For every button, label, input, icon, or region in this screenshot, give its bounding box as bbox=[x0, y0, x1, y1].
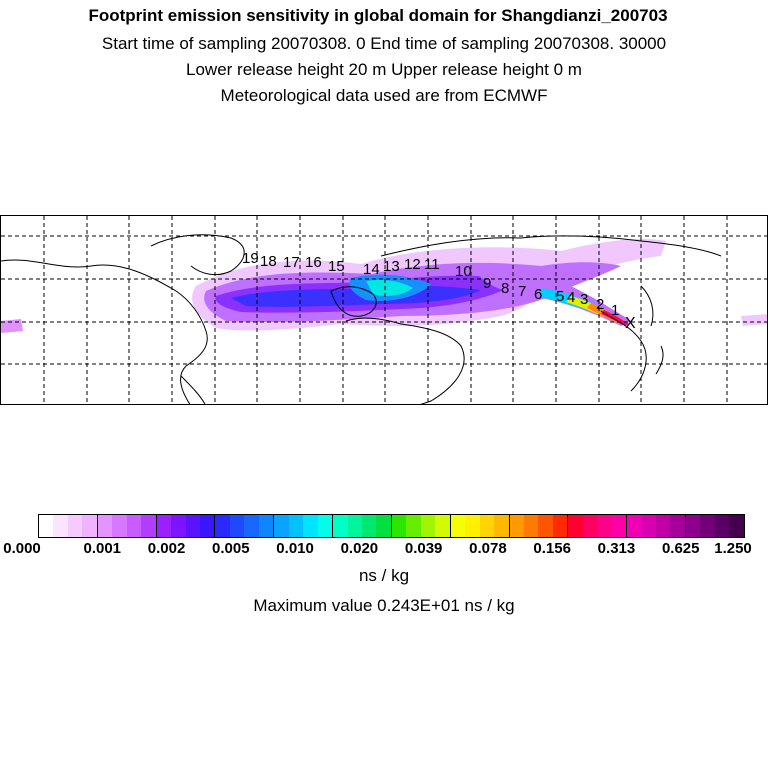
colorbar-cell bbox=[332, 515, 348, 537]
colorbar-cell bbox=[39, 515, 54, 537]
colorbar-cell bbox=[523, 515, 539, 537]
traj-label: 10 bbox=[455, 263, 472, 280]
colorbar-cell bbox=[449, 515, 466, 537]
colorbar-tick-label: 1.250 bbox=[714, 540, 752, 557]
colorbar-cell bbox=[641, 515, 657, 537]
colorbar-cell bbox=[244, 515, 259, 537]
colorbar-tick-label: 0.039 bbox=[404, 540, 443, 557]
colorbar-tick-label: 0.005 bbox=[212, 540, 250, 557]
colorbar-cell bbox=[141, 515, 156, 537]
sensitivity-plume bbox=[1, 239, 767, 333]
colorbar-cell bbox=[112, 515, 127, 537]
traj-label: 15 bbox=[328, 258, 345, 275]
colorbar-cell bbox=[582, 515, 598, 537]
map-canvas: 19 18 17 16 15 14 13 12 11 10 9 8 7 6 5 … bbox=[1, 216, 767, 404]
colorbar-cell bbox=[155, 515, 172, 537]
traj-label: 7 bbox=[518, 283, 526, 300]
colorbar-cell bbox=[611, 515, 627, 537]
traj-label: 19 bbox=[242, 250, 259, 267]
colorbar-cell bbox=[67, 515, 83, 537]
colorbar-cell bbox=[229, 515, 245, 537]
colorbar-tick-label: 0.001 bbox=[83, 540, 122, 557]
colorbar-cell bbox=[567, 515, 583, 537]
colorbar-cell bbox=[714, 515, 730, 537]
colorbar-cell bbox=[82, 515, 97, 537]
colorbar-cell bbox=[626, 515, 642, 537]
colorbar-tick-label: 0.010 bbox=[276, 540, 314, 557]
colorbar-cell bbox=[171, 515, 186, 537]
colorbar-cell bbox=[656, 515, 671, 537]
traj-label: 5 bbox=[556, 288, 564, 305]
traj-label: 8 bbox=[501, 280, 509, 297]
colorbar-tick-label: 0.020 bbox=[340, 540, 379, 557]
colorbar-tick-label: 0.313 bbox=[597, 540, 636, 557]
release-height-line: Lower release height 20 m Upper release … bbox=[186, 60, 582, 79]
colorbar-cell bbox=[700, 515, 715, 537]
sampling-time-line: Start time of sampling 20070308. 0 End t… bbox=[101, 34, 667, 53]
colorbar-cell bbox=[390, 515, 407, 537]
traj-label: 13 bbox=[383, 258, 400, 275]
colorbar-cell bbox=[53, 515, 68, 537]
traj-label: 4 bbox=[567, 289, 575, 306]
traj-label: 3 bbox=[580, 291, 588, 308]
traj-label: 16 bbox=[305, 254, 322, 271]
colorbar-cell bbox=[361, 515, 377, 537]
graticule bbox=[1, 216, 767, 404]
colorbar-cell bbox=[126, 515, 142, 537]
trajectory-labels: 19 18 17 16 15 14 13 12 11 10 9 8 7 6 5 … bbox=[242, 250, 619, 319]
colorbar-cell bbox=[406, 515, 421, 537]
colorbar-tick-label: 0.002 bbox=[147, 540, 186, 557]
traj-label: 2 bbox=[596, 296, 604, 313]
colorbar-cell bbox=[96, 515, 113, 537]
colorbar-cell bbox=[185, 515, 200, 537]
colorbar-cell bbox=[465, 515, 480, 537]
traj-label: 9 bbox=[483, 275, 491, 292]
colorbar-tick-label: 0.000 bbox=[3, 540, 41, 557]
colorbar-cell bbox=[538, 515, 553, 537]
colorbar-cell bbox=[214, 515, 230, 537]
maximum-value: Maximum value 0.243E+01 ns / kg bbox=[253, 596, 515, 615]
traj-label: 1 bbox=[611, 302, 619, 319]
meteo-source-line: Meteorological data used are from ECMWF bbox=[220, 86, 548, 105]
colorbar-tick-label: 0.156 bbox=[533, 540, 571, 557]
colorbar bbox=[38, 514, 745, 538]
traj-label: 18 bbox=[260, 253, 277, 270]
colorbar-cell bbox=[376, 515, 391, 537]
colorbar-cell bbox=[273, 515, 289, 537]
traj-label: 14 bbox=[363, 261, 380, 278]
colorbar-cell bbox=[508, 515, 524, 537]
traj-label: 11 bbox=[424, 256, 440, 273]
footprint-map: 19 18 17 16 15 14 13 12 11 10 9 8 7 6 5 … bbox=[0, 215, 768, 405]
colorbar-cell bbox=[303, 515, 318, 537]
receptor-marker: X bbox=[625, 315, 636, 332]
colorbar-tick-label: 0.078 bbox=[469, 540, 507, 557]
colorbar-cell bbox=[347, 515, 362, 537]
colorbar-tick-label: 0.625 bbox=[661, 540, 700, 557]
colorbar-cell bbox=[435, 515, 450, 537]
colorbar-cell bbox=[670, 515, 685, 537]
colorbar-unit: ns / kg bbox=[358, 566, 410, 585]
traj-label: 6 bbox=[534, 286, 542, 303]
colorbar-cell bbox=[729, 515, 744, 537]
colorbar-cell bbox=[258, 515, 274, 537]
colorbar-cell bbox=[420, 515, 436, 537]
colorbar-cell bbox=[479, 515, 495, 537]
colorbar-cell bbox=[494, 515, 509, 537]
traj-label: 17 bbox=[283, 254, 300, 271]
colorbar-cell bbox=[552, 515, 568, 537]
plot-title: Footprint emission sensitivity in global… bbox=[88, 6, 668, 25]
colorbar-cell bbox=[288, 515, 304, 537]
coastlines bbox=[1, 234, 722, 404]
colorbar-cell bbox=[684, 515, 701, 537]
colorbar-cell bbox=[597, 515, 612, 537]
traj-label: 12 bbox=[404, 256, 421, 273]
colorbar-cell bbox=[317, 515, 333, 537]
colorbar-cell bbox=[199, 515, 215, 537]
